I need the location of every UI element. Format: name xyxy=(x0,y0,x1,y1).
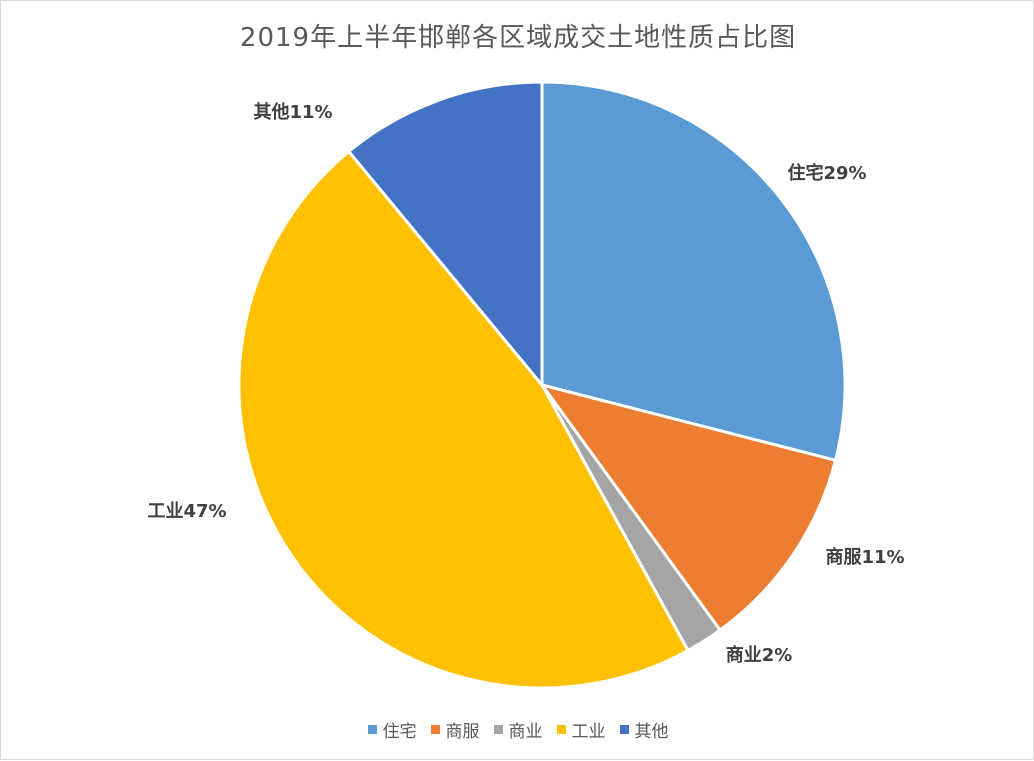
slice-label-商服: 商服11% xyxy=(825,546,904,568)
pie-slice-工业 xyxy=(237,149,691,690)
legend-item-商业: 商业 xyxy=(493,717,543,742)
legend-label: 其他 xyxy=(634,722,669,742)
pie-slice-住宅 xyxy=(540,80,847,463)
slice-label-工业: 工业47% xyxy=(147,501,226,522)
chart-title: 2019年上半年邯郸各区域成交土地性质占比图 xyxy=(239,23,797,53)
legend-label: 工业 xyxy=(571,722,606,742)
pie-slice-其他 xyxy=(346,80,544,390)
slice-labels: 住宅29% 商服11% 商业2% 工业47% 其他11% xyxy=(147,101,904,666)
legend-label: 商业 xyxy=(508,722,543,742)
legend-item-其他: 其他 xyxy=(619,717,669,742)
slice-label-其他: 其他11% xyxy=(253,101,332,123)
legend: 住宅 商服 商业 工业 其他 xyxy=(1,717,1034,742)
slice-label-商业: 商业2% xyxy=(726,644,793,666)
legend-item-住宅: 住宅 xyxy=(367,717,417,742)
legend-swatch xyxy=(493,725,503,734)
legend-swatch xyxy=(367,725,377,734)
legend-label: 住宅 xyxy=(382,722,417,742)
legend-swatch xyxy=(556,725,566,734)
legend-item-工业: 工业 xyxy=(556,717,606,742)
legend-label: 商服 xyxy=(445,722,480,742)
pie-slice-商服 xyxy=(538,382,838,633)
legend-item-商服: 商服 xyxy=(430,717,480,742)
legend-swatch xyxy=(430,725,440,734)
slice-label-住宅: 住宅29% xyxy=(787,162,866,184)
legend-swatch xyxy=(619,725,629,734)
pie-slices xyxy=(237,80,847,690)
